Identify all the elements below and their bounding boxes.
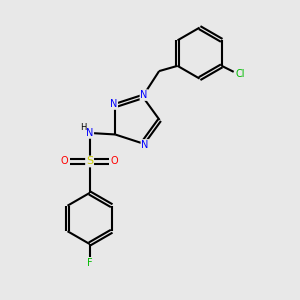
Text: O: O xyxy=(61,157,68,166)
Text: H: H xyxy=(80,123,86,132)
Text: N: N xyxy=(86,128,93,138)
Text: F: F xyxy=(87,259,92,269)
Text: N: N xyxy=(141,140,149,150)
Text: Cl: Cl xyxy=(236,69,245,79)
Text: O: O xyxy=(111,157,118,166)
Text: N: N xyxy=(110,99,117,109)
Text: N: N xyxy=(140,90,148,100)
Text: S: S xyxy=(86,157,93,166)
